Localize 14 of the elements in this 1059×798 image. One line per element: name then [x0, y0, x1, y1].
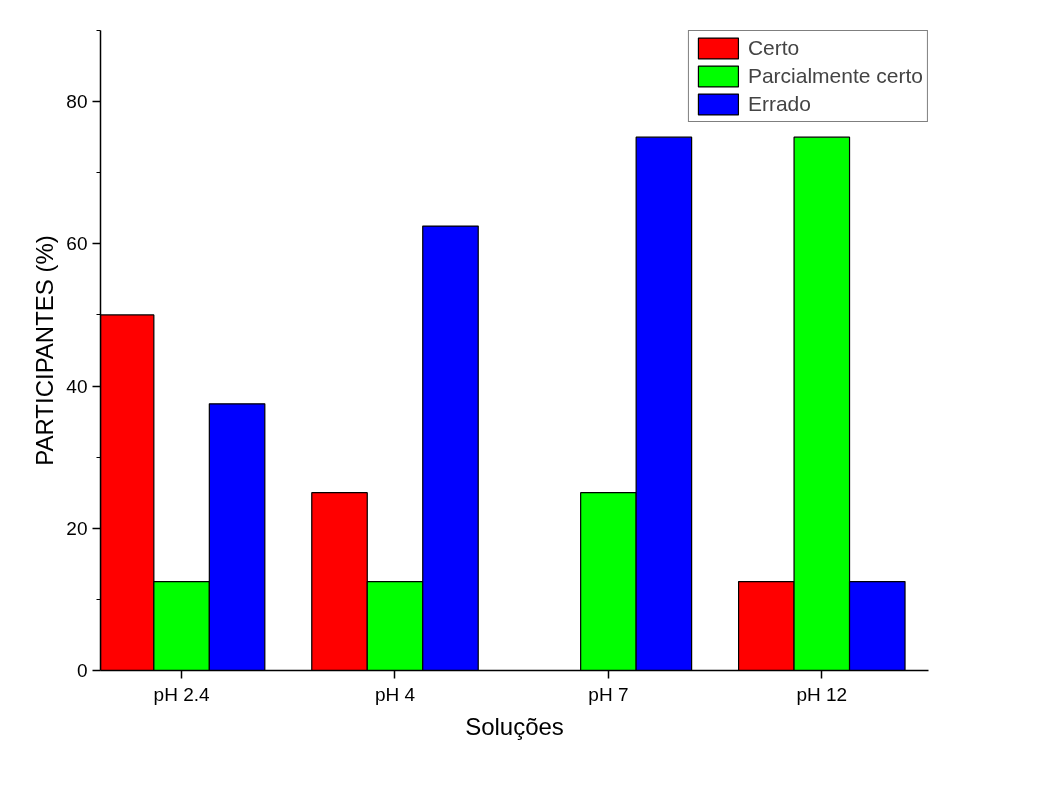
y-tick-label: 40 [66, 375, 88, 397]
legend-label: Certo [747, 35, 800, 61]
x-tick-label: pH 7 [588, 683, 629, 705]
legend-label: Parcialmente certo [747, 63, 923, 89]
y-tick-label: 20 [66, 517, 88, 539]
legend-label: Errado [747, 91, 811, 117]
y-axis-title: PARTICIPANTES (%) [31, 235, 59, 466]
y-tick-label: 80 [66, 91, 88, 113]
x-tick-label: pH 12 [796, 683, 848, 705]
x-axis-title: Soluções [465, 712, 564, 740]
x-tick-label: pH 2.4 [153, 683, 211, 705]
x-tick-label: pH 4 [374, 683, 416, 705]
y-tick-label: 60 [66, 233, 88, 255]
y-tick-label: 0 [76, 660, 88, 681]
